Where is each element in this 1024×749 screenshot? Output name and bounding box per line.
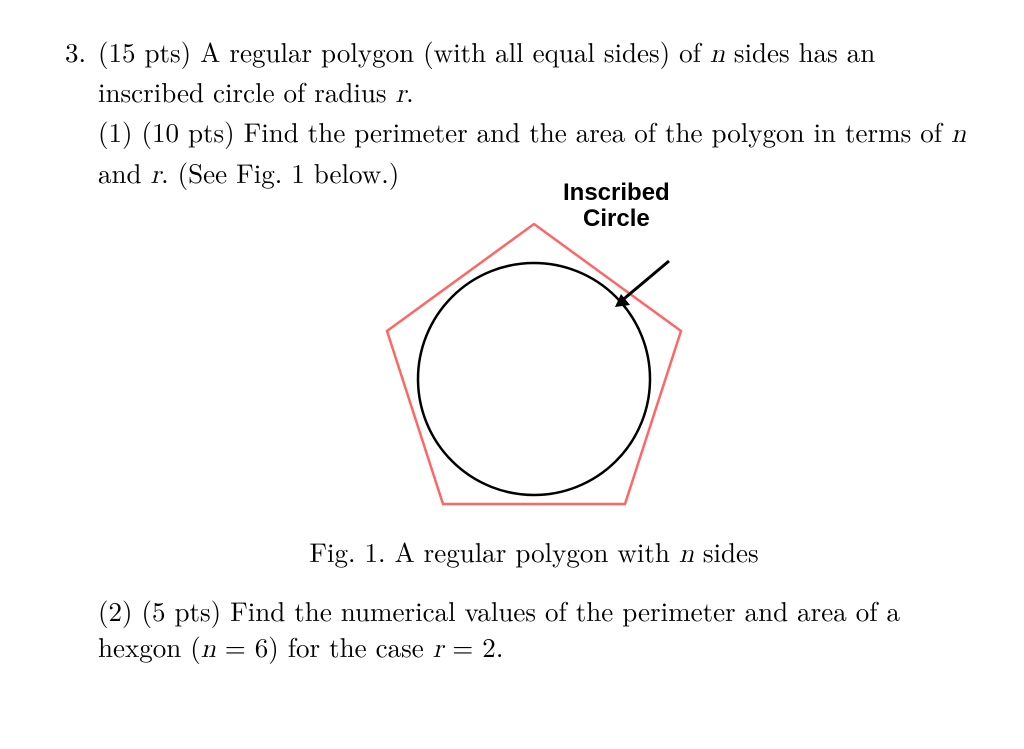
figure-1: Fig. 1. A regular polygon with n sides <box>98 209 970 573</box>
intro-text-1: A regular polygon (with all equal sides)… <box>200 32 710 70</box>
eq-n-rhs: = 6 <box>216 627 269 665</box>
question-block: 3. (15 pts) A regular polygon (with all … <box>54 33 970 668</box>
var-n: n <box>679 541 694 568</box>
intro-text-3: . <box>406 72 414 110</box>
inscribed-label-line1: Inscribed <box>563 179 670 206</box>
polygon-diagram <box>369 209 699 519</box>
inscribed-circle-label: Inscribed Circle <box>563 180 670 232</box>
var-n: n <box>951 121 966 148</box>
part2-text-3: . <box>496 627 504 665</box>
var-r: r <box>396 81 407 108</box>
part1-paragraph: (1) (10 pts) Find the perimeter and the … <box>98 113 970 193</box>
arrow-to-circle <box>615 261 669 307</box>
part1-text-2: and <box>98 153 151 191</box>
figure-caption: Fig. 1. A regular polygon with n sides <box>309 533 758 573</box>
eq-r-rhs: = 2 <box>443 627 496 665</box>
part2-text-2: ) for the case <box>268 627 432 665</box>
caption-suffix: sides <box>694 532 759 570</box>
part2-paragraph: (2) (5 pts) Find the numerical values of… <box>98 592 970 668</box>
var-r: r <box>151 162 162 189</box>
part1-points: (1) (10 pts) <box>98 112 235 150</box>
var-r: r <box>433 636 444 663</box>
part2-points: (2) (5 pts) <box>98 591 221 629</box>
part1-text-1: Find the perimeter and the area of the p… <box>235 112 951 150</box>
question-number: 3. <box>54 33 98 69</box>
part1-text-3: . (See Fig. 1 below.) <box>161 153 399 191</box>
var-n: n <box>201 636 216 663</box>
inscribed-circle <box>418 263 650 495</box>
caption-prefix: Fig. 1. A regular polygon with <box>309 532 679 570</box>
figure-inner <box>369 209 699 519</box>
regular-pentagon <box>387 224 681 504</box>
question-body: (15 pts) A regular polygon (with all equ… <box>98 33 970 668</box>
intro-paragraph: (15 pts) A regular polygon (with all equ… <box>98 33 970 113</box>
var-n: n <box>710 41 725 68</box>
inscribed-label-line2: Circle <box>583 205 650 232</box>
intro-points: (15 pts) <box>98 32 191 70</box>
